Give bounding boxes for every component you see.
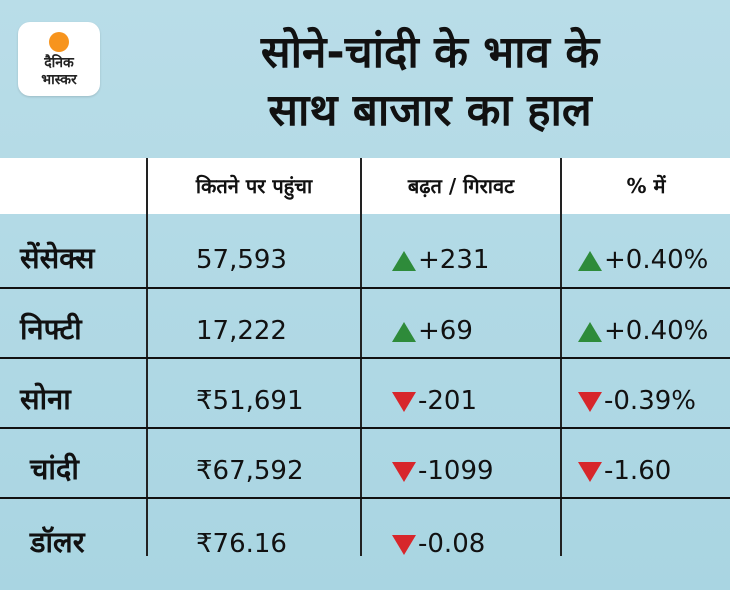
dainik-bhaskar-logo: दैनिक भास्कर [18,22,100,96]
row-label: निफ्टी [20,312,82,346]
arrow-up-icon [392,250,416,271]
row-percent: +0.40% [578,240,708,280]
row-value: ₹51,691 [196,386,304,416]
row-change: +69 [392,311,473,351]
arrow-up-icon [392,321,416,342]
row-change: -1099 [392,451,494,491]
arrow-down-icon [392,461,416,482]
row-change: -201 [392,381,477,421]
row-percent: +0.40% [578,311,708,351]
row-divider [0,287,730,289]
row-label: चांदी [30,452,79,486]
row-label: डॉलर [30,525,85,559]
sun-icon [49,32,69,52]
row-percent: -0.39% [578,381,696,421]
arrow-down-icon [578,391,602,412]
header-change: बढ़त / गिरावट [407,174,515,198]
logo-line-2: भास्कर [41,72,77,88]
title-line-2: साथ बाजार का हाल [268,85,592,136]
row-label: सेंसेक्स [20,241,95,275]
row-value: 57,593 [196,245,287,275]
row-value: 17,222 [196,316,287,346]
row-divider [0,497,730,499]
header-value: कितने पर पहुंचा [195,174,313,198]
table-header [0,158,730,214]
row-change: -0.08 [392,524,485,564]
logo-line-1: दैनिक [44,55,74,71]
arrow-down-icon [392,391,416,412]
row-value: ₹67,592 [196,456,304,486]
row-divider [0,427,730,429]
arrow-down-icon [578,461,602,482]
row-label: सोना [20,382,71,416]
arrow-up-icon [578,321,602,342]
arrow-down-icon [392,534,416,555]
row-change: +231 [392,240,489,280]
row-percent: -1.60 [578,451,671,491]
title-line-1: सोने-चांदी के भाव के [260,27,600,78]
row-divider [0,357,730,359]
arrow-up-icon [578,250,602,271]
page-title: सोने-चांदी के भाव के साथ बाजार का हाल [140,24,720,140]
row-value: ₹76.16 [196,529,287,559]
header-percent: % में [626,174,666,198]
